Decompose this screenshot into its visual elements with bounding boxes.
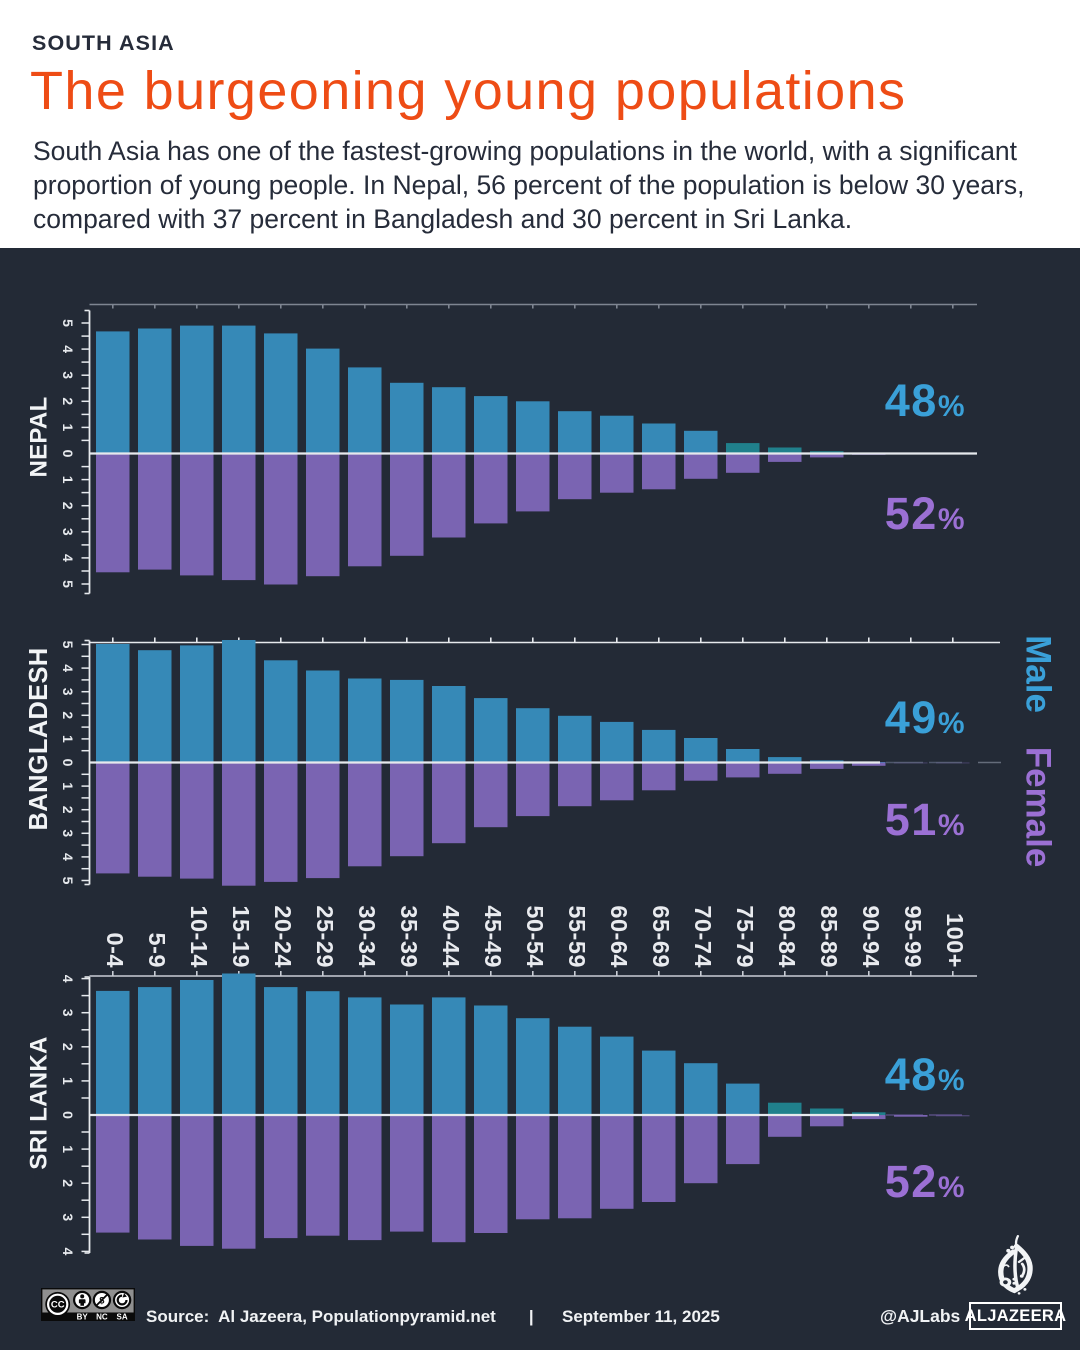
- svg-text:1: 1: [60, 424, 76, 432]
- svg-text:3: 3: [60, 1213, 76, 1221]
- svg-text:35-39: 35-39: [396, 905, 422, 968]
- svg-text:Male: Male: [1019, 635, 1058, 713]
- svg-text:80-84: 80-84: [774, 905, 800, 968]
- svg-text:BANGLADESH: BANGLADESH: [25, 648, 53, 831]
- svg-text:NEPAL: NEPAL: [26, 396, 53, 477]
- svg-text:4: 4: [60, 975, 76, 983]
- svg-text:3: 3: [60, 371, 76, 379]
- svg-text:2: 2: [60, 1043, 76, 1051]
- svg-text:60-64: 60-64: [606, 905, 632, 968]
- svg-text:1: 1: [60, 1145, 76, 1153]
- svg-text:3: 3: [60, 528, 76, 536]
- svg-text:Female: Female: [1019, 747, 1058, 868]
- svg-text:4: 4: [60, 554, 76, 562]
- svg-text:4: 4: [60, 345, 76, 353]
- svg-text:3: 3: [60, 688, 76, 696]
- svg-text:4: 4: [60, 664, 76, 672]
- svg-text:90-94: 90-94: [858, 905, 884, 968]
- svg-text:2: 2: [60, 397, 76, 405]
- svg-text:2: 2: [60, 711, 76, 719]
- svg-text:49%: 49%: [885, 692, 965, 743]
- svg-text:20-24: 20-24: [270, 905, 296, 968]
- svg-text:SA: SA: [117, 1312, 128, 1321]
- svg-text:52%: 52%: [885, 1156, 965, 1207]
- svg-text:40-44: 40-44: [438, 905, 464, 968]
- svg-text:10-14: 10-14: [186, 905, 212, 968]
- svg-text:0: 0: [60, 759, 76, 767]
- svg-text:65-69: 65-69: [648, 905, 674, 968]
- svg-text:52%: 52%: [885, 488, 965, 539]
- svg-text:SRI LANKA: SRI LANKA: [26, 1036, 53, 1169]
- svg-text:15-19: 15-19: [228, 905, 254, 968]
- svg-text:95-99: 95-99: [900, 905, 926, 968]
- svg-text:45-49: 45-49: [480, 905, 506, 968]
- svg-text:50-54: 50-54: [522, 905, 548, 968]
- svg-text:48%: 48%: [885, 1049, 965, 1100]
- svg-text:5: 5: [60, 580, 76, 588]
- svg-text:30-34: 30-34: [354, 905, 380, 968]
- svg-text:3: 3: [60, 829, 76, 837]
- svg-text:0: 0: [60, 1111, 76, 1119]
- svg-text:0-4: 0-4: [102, 933, 128, 968]
- svg-text:NC: NC: [96, 1312, 108, 1321]
- svg-text:75-79: 75-79: [732, 905, 758, 968]
- svg-text:85-89: 85-89: [816, 905, 842, 968]
- svg-text:100+: 100+: [942, 913, 968, 968]
- svg-text:25-29: 25-29: [312, 905, 338, 968]
- svg-text:5-9: 5-9: [144, 933, 170, 968]
- svg-text:5: 5: [60, 319, 76, 327]
- svg-text:1: 1: [60, 476, 76, 484]
- svg-text:BY: BY: [77, 1312, 89, 1321]
- svg-text:2: 2: [60, 1179, 76, 1187]
- svg-text:48%: 48%: [885, 375, 965, 426]
- svg-text:3: 3: [60, 1009, 76, 1017]
- svg-text:1: 1: [60, 1077, 76, 1085]
- svg-text:CC: CC: [51, 1300, 65, 1311]
- svg-text:2: 2: [60, 806, 76, 814]
- svg-text:1: 1: [60, 782, 76, 790]
- svg-text:4: 4: [60, 853, 76, 861]
- svg-text:0: 0: [60, 450, 76, 458]
- svg-text:5: 5: [60, 641, 76, 649]
- svg-text:5: 5: [60, 877, 76, 885]
- svg-text:1: 1: [60, 735, 76, 743]
- svg-text:55-59: 55-59: [564, 905, 590, 968]
- svg-text:51%: 51%: [885, 794, 965, 845]
- svg-text:4: 4: [60, 1248, 76, 1256]
- svg-text:70-74: 70-74: [690, 905, 716, 968]
- svg-text:2: 2: [60, 502, 76, 510]
